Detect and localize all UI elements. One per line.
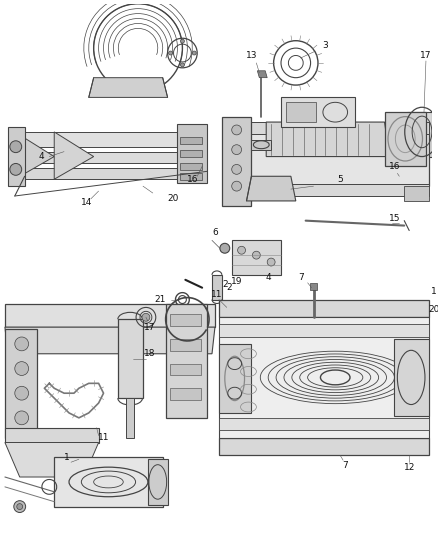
Polygon shape (219, 418, 429, 430)
Circle shape (180, 63, 184, 67)
Polygon shape (15, 132, 54, 179)
Polygon shape (5, 442, 99, 477)
Polygon shape (5, 304, 215, 327)
Text: 13: 13 (246, 51, 257, 60)
Polygon shape (258, 71, 267, 78)
Polygon shape (177, 124, 207, 183)
Bar (170, 339, 201, 351)
Polygon shape (15, 132, 192, 147)
Bar (170, 388, 201, 400)
Polygon shape (394, 339, 429, 416)
Polygon shape (219, 324, 429, 337)
Text: 19: 19 (231, 277, 242, 286)
Text: 6: 6 (212, 228, 218, 237)
Polygon shape (166, 304, 207, 418)
Polygon shape (212, 275, 222, 300)
Text: 1: 1 (64, 453, 70, 462)
Circle shape (17, 504, 23, 510)
Text: 4: 4 (39, 152, 44, 161)
Text: 20: 20 (167, 195, 178, 204)
Polygon shape (310, 283, 318, 289)
Polygon shape (54, 132, 94, 179)
Text: 2: 2 (226, 283, 232, 292)
Polygon shape (404, 186, 429, 201)
Circle shape (238, 246, 246, 254)
Bar (180, 137, 202, 144)
Polygon shape (89, 78, 168, 98)
Polygon shape (225, 122, 429, 134)
Polygon shape (385, 112, 426, 166)
Circle shape (10, 164, 22, 175)
Polygon shape (118, 319, 143, 398)
Text: 15: 15 (389, 214, 400, 223)
Polygon shape (225, 132, 429, 186)
Text: 16: 16 (187, 175, 198, 184)
Polygon shape (15, 151, 192, 164)
Polygon shape (225, 184, 429, 196)
Circle shape (142, 313, 150, 321)
Polygon shape (54, 457, 162, 506)
Text: 14: 14 (81, 198, 92, 207)
Text: 11: 11 (98, 433, 109, 442)
Bar (180, 164, 202, 171)
Text: 7: 7 (342, 461, 348, 470)
Polygon shape (281, 98, 355, 127)
Polygon shape (222, 117, 251, 206)
Text: 1: 1 (431, 287, 437, 296)
Text: 5: 5 (337, 175, 343, 184)
Polygon shape (148, 459, 168, 505)
Circle shape (192, 51, 196, 55)
Bar (170, 364, 201, 375)
Text: 21: 21 (154, 295, 166, 304)
Polygon shape (219, 300, 429, 317)
Circle shape (15, 337, 28, 351)
Circle shape (169, 51, 173, 55)
Bar (170, 314, 201, 326)
Polygon shape (8, 127, 25, 186)
Circle shape (267, 258, 275, 266)
Text: 4: 4 (265, 273, 271, 282)
Circle shape (232, 165, 242, 174)
Circle shape (252, 251, 260, 259)
Polygon shape (219, 317, 429, 438)
Polygon shape (286, 102, 315, 122)
Text: 12: 12 (403, 463, 415, 472)
Polygon shape (15, 168, 192, 179)
Text: 18: 18 (144, 349, 155, 358)
Polygon shape (219, 438, 429, 455)
Circle shape (15, 362, 28, 375)
Polygon shape (251, 140, 271, 150)
Bar (180, 173, 202, 180)
Polygon shape (407, 112, 432, 157)
Circle shape (10, 141, 22, 152)
Text: 17: 17 (420, 51, 432, 60)
Bar (180, 150, 202, 157)
Text: 17: 17 (144, 322, 155, 332)
Text: 7: 7 (298, 273, 304, 282)
Polygon shape (5, 427, 99, 442)
Polygon shape (5, 327, 215, 354)
Polygon shape (126, 398, 134, 438)
Circle shape (15, 411, 28, 425)
Polygon shape (232, 240, 281, 275)
Circle shape (232, 181, 242, 191)
Circle shape (220, 244, 230, 253)
Text: 3: 3 (322, 41, 328, 50)
Text: 11: 11 (211, 290, 223, 299)
Circle shape (14, 500, 26, 513)
Text: 2: 2 (222, 280, 228, 289)
Circle shape (15, 386, 28, 400)
Polygon shape (266, 122, 389, 157)
Circle shape (180, 39, 184, 43)
Polygon shape (5, 329, 38, 438)
Polygon shape (219, 344, 251, 413)
Circle shape (232, 145, 242, 155)
Text: 20: 20 (428, 305, 438, 314)
Text: 16: 16 (389, 162, 400, 171)
Polygon shape (247, 176, 296, 201)
Circle shape (232, 125, 242, 135)
